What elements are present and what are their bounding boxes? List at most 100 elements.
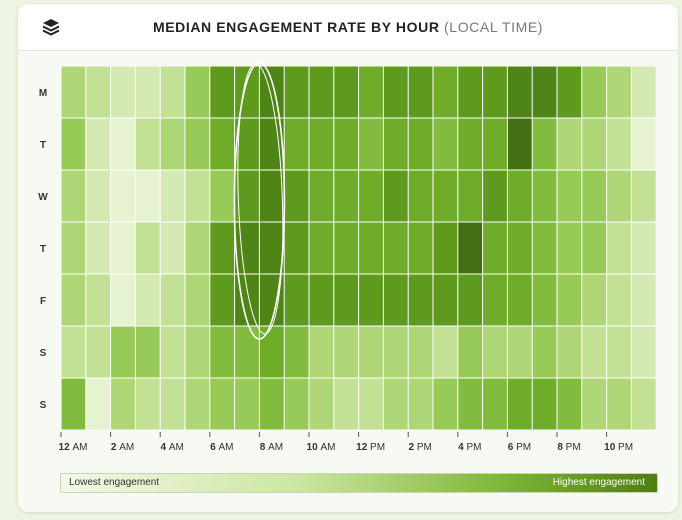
layers-icon[interactable]	[40, 16, 62, 38]
heatmap-cell-6-11-am	[334, 326, 359, 378]
heatmap-cell-5-5-am	[185, 274, 210, 326]
heatmap-cell-2-4-pm	[458, 118, 483, 170]
heatmap-cell-4-5-am	[185, 222, 210, 274]
tick-label-2-pm: 2 PM	[409, 442, 432, 453]
heatmap-cell-7-8-am	[259, 378, 284, 430]
heatmap-cell-4-6-am	[210, 222, 235, 274]
heatmap-cell-1-11-am	[334, 66, 359, 118]
heatmap-cell-4-3-pm	[433, 222, 458, 274]
chart-title-main: MEDIAN ENGAGEMENT RATE BY HOUR	[152, 19, 440, 35]
heatmap-cell-7-11-am	[334, 378, 359, 430]
heatmap-cell-5-9-am	[284, 274, 309, 326]
heatmap-cell-4-11-am	[334, 222, 359, 274]
heatmap-cell-7-5-am	[185, 378, 210, 430]
heatmap-cell-4-6-pm	[507, 222, 532, 274]
heatmap-cell-2-1-am	[86, 118, 111, 170]
plot-area	[61, 66, 657, 430]
heatmap-cell-7-6-am	[210, 378, 235, 430]
heatmap-cell-6-6-am	[210, 326, 235, 378]
row-label-6: S	[40, 348, 47, 359]
heatmap-cell-2-9-pm	[582, 118, 607, 170]
heatmap-cell-2-2-pm	[408, 118, 433, 170]
heatmap-cell-1-3-pm	[433, 66, 458, 118]
heatmap-cell-2-6-am	[210, 118, 235, 170]
heatmap-cell-2-2-am	[111, 118, 135, 170]
heatmap-cell-7-7-pm	[532, 378, 557, 430]
heatmap-cell-3-2-am	[111, 170, 135, 222]
heatmap-cell-2-4-am	[160, 118, 185, 170]
heatmap-cell-6-2-am	[111, 326, 135, 378]
heatmap-cell-6-12-pm	[359, 326, 383, 378]
heatmap-cell-4-1-am	[86, 222, 111, 274]
heatmap-cell-5-6-am	[210, 274, 235, 326]
legend-low-label: Lowest engagement	[69, 477, 160, 488]
tick-label-10-am: 10 AM	[307, 442, 336, 453]
heatmap-cell-5-4-pm	[458, 274, 483, 326]
heatmap-cell-2-1-pm	[383, 118, 408, 170]
heatmap-cell-3-10-am	[309, 170, 334, 222]
heatmap-cell-1-12-am	[61, 66, 86, 118]
heatmap-cell-1-6-pm	[507, 66, 532, 118]
heatmap-cell-7-1-pm	[383, 378, 408, 430]
tick-label-12-pm: 12 PM	[356, 442, 385, 453]
heatmap-cell-3-1-am	[86, 170, 111, 222]
heatmap-cell-5-11-am	[334, 274, 359, 326]
heatmap-cell-2-8-am	[259, 118, 284, 170]
heatmap-cell-1-11-pm	[631, 66, 656, 118]
tick-label-10-pm: 10 PM	[604, 442, 633, 453]
heatmap-cell-2-6-pm	[507, 118, 532, 170]
heatmap-cell-3-1-pm	[383, 170, 408, 222]
heatmap-cell-4-9-pm	[582, 222, 607, 274]
heatmap-cell-4-10-pm	[607, 222, 631, 274]
heatmap-cell-1-5-pm	[483, 66, 507, 118]
heatmap-cell-5-4-am	[160, 274, 185, 326]
row-label-5: F	[40, 296, 46, 307]
heatmap-cell-4-4-pm	[458, 222, 483, 274]
heatmap-cell-1-10-am	[309, 66, 334, 118]
tick-label-4-am: 4 AM	[161, 442, 184, 453]
heatmap-cell-6-8-pm	[557, 326, 582, 378]
heatmap-cell-7-5-pm	[483, 378, 507, 430]
heatmap-cell-6-4-am	[160, 326, 185, 378]
heatmap-cell-4-11-pm	[631, 222, 656, 274]
heatmap-cell-5-12-am	[61, 274, 86, 326]
heatmap-cell-1-2-am	[111, 66, 135, 118]
heatmap-cell-1-10-pm	[607, 66, 631, 118]
heatmap-cell-6-11-pm	[631, 326, 656, 378]
heatmap-cell-4-4-am	[160, 222, 185, 274]
color-legend: Lowest engagement Highest engagement	[60, 473, 658, 493]
heatmap-cell-5-3-pm	[433, 274, 458, 326]
heatmap-cell-1-1-pm	[383, 66, 408, 118]
heatmap-cell-5-3-am	[135, 274, 160, 326]
heatmap-cell-2-7-pm	[532, 118, 557, 170]
heatmap-cell-6-6-pm	[507, 326, 532, 378]
heatmap-cell-5-12-pm	[359, 274, 383, 326]
heatmap-cell-4-12-pm	[359, 222, 383, 274]
row-label-7: S	[40, 400, 47, 411]
heatmap-cell-4-2-pm	[408, 222, 433, 274]
heatmap-cell-7-6-pm	[507, 378, 532, 430]
heatmap-cell-1-3-am	[135, 66, 160, 118]
heatmap-cell-2-9-am	[284, 118, 309, 170]
heatmap-cell-6-1-am	[86, 326, 111, 378]
heatmap-cell-1-9-am	[284, 66, 309, 118]
heatmap-cell-7-12-pm	[359, 378, 383, 430]
heatmap-cell-5-7-am	[235, 274, 259, 326]
heatmap-cell-5-5-pm	[483, 274, 507, 326]
heatmap-cell-6-12-am	[61, 326, 86, 378]
heatmap-cell-3-12-am	[61, 170, 86, 222]
heatmap-cell-1-5-am	[185, 66, 210, 118]
heatmap-cell-5-6-pm	[507, 274, 532, 326]
heatmap-cell-5-1-pm	[383, 274, 408, 326]
heatmap-cell-7-1-am	[86, 378, 111, 430]
row-label-3: W	[38, 192, 48, 203]
heatmap-cell-4-7-pm	[532, 222, 557, 274]
card-header: MEDIAN ENGAGEMENT RATE BY HOUR (LOCAL TI…	[18, 4, 678, 51]
heatmap-cell-5-7-pm	[532, 274, 557, 326]
tick-label-6-am: 6 AM	[210, 442, 233, 453]
heatmap-cell-6-5-pm	[483, 326, 507, 378]
heatmap-cell-3-11-am	[334, 170, 359, 222]
heatmap-cell-1-1-am	[86, 66, 111, 118]
heatmap-cell-7-3-am	[135, 378, 160, 430]
heatmap-cell-6-3-am	[135, 326, 160, 378]
